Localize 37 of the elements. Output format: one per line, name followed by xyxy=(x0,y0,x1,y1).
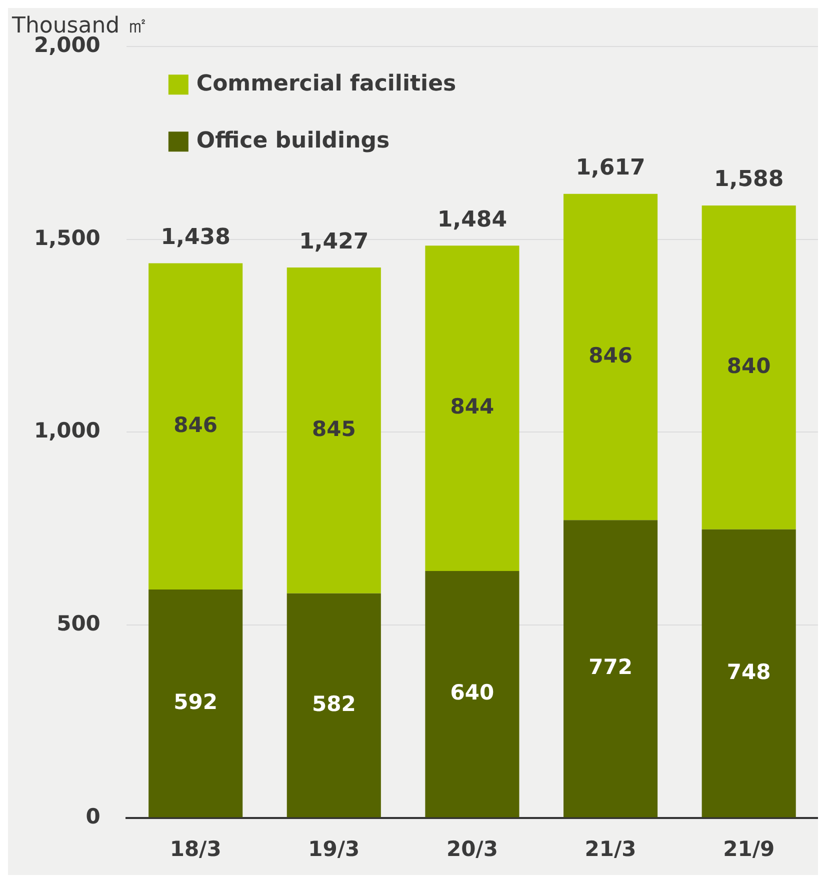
x-tick-label: 18/3 xyxy=(170,836,222,861)
x-tick-label: 21/9 xyxy=(723,836,775,861)
y-tick-label: 0 xyxy=(86,804,100,828)
bar xyxy=(702,205,796,530)
bar xyxy=(702,529,796,818)
bar xyxy=(286,268,381,594)
data-label: 845 xyxy=(312,416,356,441)
bar xyxy=(564,520,658,818)
bar xyxy=(425,246,520,572)
total-label: 1,617 xyxy=(576,156,646,181)
y-tick-label: 2,000 xyxy=(34,33,100,58)
bar xyxy=(564,194,658,520)
x-tick-label: 20/3 xyxy=(446,836,498,861)
y-tick-label: 500 xyxy=(56,611,100,636)
y-tick-label: 1,000 xyxy=(34,418,100,443)
data-label: 840 xyxy=(726,354,771,378)
bar xyxy=(148,590,243,818)
bar xyxy=(286,593,381,818)
bar xyxy=(425,571,520,818)
data-label: 846 xyxy=(588,343,632,368)
data-label: 844 xyxy=(450,394,494,419)
legend-label: Commercial facilities xyxy=(196,71,456,96)
data-label: 592 xyxy=(174,690,218,714)
legend-label: Office buildings xyxy=(196,128,390,154)
data-label: 582 xyxy=(312,692,356,716)
y-tick-label: 1,500 xyxy=(34,226,100,250)
data-label: 846 xyxy=(174,412,218,437)
total-label: 1,588 xyxy=(714,167,784,192)
data-label: 748 xyxy=(726,660,771,684)
data-label: 640 xyxy=(450,680,494,705)
x-tick-label: 21/3 xyxy=(584,836,636,861)
data-label: 772 xyxy=(588,655,632,680)
total-label: 1,484 xyxy=(437,207,508,232)
total-label: 1,427 xyxy=(299,229,369,254)
bar xyxy=(148,263,243,590)
x-tick-label: 19/3 xyxy=(308,836,360,861)
total-label: 1,438 xyxy=(160,225,230,250)
